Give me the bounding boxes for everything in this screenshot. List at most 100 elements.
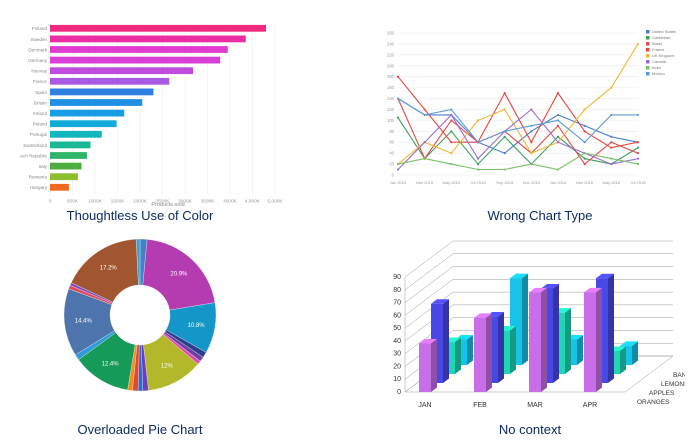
hbar-category-label: Denmark bbox=[28, 47, 47, 52]
line-legend-swatch bbox=[646, 54, 650, 58]
horizontal-bar-chart: Finland Sweden Denmark Germany Norway France S… bbox=[20, 23, 283, 208]
line-point bbox=[610, 157, 613, 160]
bar3d-bar-side bbox=[522, 273, 528, 365]
line-point bbox=[423, 141, 426, 144]
line-point bbox=[530, 141, 533, 144]
line-point bbox=[450, 141, 453, 144]
hbar-bar bbox=[50, 67, 194, 75]
line-point bbox=[556, 141, 560, 144]
line-series-path bbox=[397, 152, 639, 171]
hbar-category-label: Poland bbox=[33, 122, 48, 127]
bar3d-gridline bbox=[404, 240, 673, 278]
line-legend-label: Caribbean bbox=[652, 35, 670, 40]
bar3d-depth-labels: ORANGES APPLES LEMONS BANANAS bbox=[637, 372, 685, 406]
line-y-tick-label: 40 bbox=[389, 151, 394, 156]
hbar-x-tick-label: 3500K bbox=[201, 199, 216, 205]
hbar-category-label: Sweden bbox=[30, 37, 47, 42]
hbar-bars bbox=[50, 24, 266, 191]
hbar-x-tick-label: 500K bbox=[67, 199, 79, 205]
hbar-bar bbox=[50, 56, 221, 64]
line-point bbox=[503, 108, 506, 111]
donut-slice-label: 12% bbox=[161, 363, 174, 369]
line-point bbox=[503, 168, 506, 171]
line-y-ticks: 0 20 40 60 80 100 120 140 160 180 200 220 240 260 bbox=[387, 31, 395, 178]
line-legend-swatch bbox=[646, 30, 650, 34]
line-legend-swatch bbox=[646, 72, 650, 76]
bar3d-y-tick-label: 80 bbox=[393, 287, 401, 294]
line-point bbox=[610, 162, 613, 166]
bar3d-bar-side bbox=[608, 273, 614, 383]
bar3d-bar-side bbox=[431, 338, 437, 392]
hbar-x-axis-label: Products sold bbox=[151, 202, 184, 208]
line-legend-label: UK Kingdom bbox=[652, 53, 675, 58]
caption-overloaded-pie: Overloaded Pie Chart bbox=[77, 422, 203, 437]
bar3d-depth-label: BANANAS bbox=[673, 372, 685, 379]
line-legend-swatch bbox=[646, 42, 650, 46]
line-point bbox=[583, 157, 586, 160]
bar3d-x-label: FEB bbox=[473, 402, 487, 409]
line-legend-swatch bbox=[646, 48, 650, 52]
line-point bbox=[610, 86, 613, 89]
line-point bbox=[556, 91, 560, 95]
hbar-category-label: Portugal bbox=[30, 132, 47, 137]
line-series-path bbox=[397, 76, 639, 149]
bar3d-bar-top bbox=[431, 299, 449, 304]
bar3d-bar-side bbox=[455, 337, 461, 374]
bar3d-bar-side bbox=[443, 299, 449, 383]
line-y-tick-label: 180 bbox=[387, 74, 395, 79]
line-point bbox=[450, 119, 453, 122]
line-point bbox=[396, 162, 400, 166]
line-x-tick-label: Jul 2016 bbox=[630, 180, 646, 185]
hbar-bar bbox=[50, 99, 143, 106]
line-point bbox=[450, 108, 453, 111]
donut-slice-label: 17.2% bbox=[100, 266, 118, 272]
line-point bbox=[503, 130, 506, 133]
hbar-bar bbox=[50, 88, 154, 96]
bar3d-bar-top bbox=[620, 341, 638, 346]
line-y-tick-label: 200 bbox=[387, 63, 395, 68]
bar3d-bar-side bbox=[565, 308, 571, 374]
bar3d-bar-top bbox=[510, 273, 528, 279]
line-point bbox=[556, 124, 560, 127]
line-y-tick-label: 20 bbox=[389, 162, 394, 167]
hbar-bar bbox=[50, 77, 170, 85]
bar3d-bar-top bbox=[541, 283, 559, 289]
line-point bbox=[396, 116, 400, 119]
bar3d-bar-top bbox=[584, 287, 602, 293]
line-legend-swatch bbox=[646, 66, 650, 70]
line-y-tick-label: 220 bbox=[387, 52, 395, 57]
hbar-category-label: Hungary bbox=[30, 185, 48, 190]
line-legend-label: France bbox=[652, 47, 665, 52]
bar3d-x-labels: JAN FEB MAR APR bbox=[418, 402, 597, 409]
hbar-bar bbox=[50, 141, 91, 149]
line-grid bbox=[398, 32, 638, 176]
bar3d-bar-side bbox=[467, 334, 473, 365]
line-x-tick-label: Jan 2015 bbox=[390, 180, 407, 185]
line-point bbox=[636, 152, 640, 155]
caption-wrong-chart-type: Wrong Chart Type bbox=[487, 208, 593, 223]
line-point bbox=[396, 97, 400, 100]
line-y-tick-label: 0 bbox=[392, 173, 395, 178]
bar3d-bar-side bbox=[620, 346, 626, 374]
hbar-bar bbox=[50, 120, 117, 128]
bar3d-bar-front bbox=[419, 343, 431, 392]
line-point bbox=[556, 119, 560, 122]
line-point bbox=[583, 130, 586, 133]
line-point bbox=[450, 130, 453, 133]
hbar-category-label: Britain bbox=[34, 100, 47, 105]
donut-slice-label: 20.9% bbox=[170, 271, 188, 277]
line-point bbox=[610, 113, 613, 117]
hbar-bar bbox=[50, 162, 82, 170]
bar3d-y-tick-label: 60 bbox=[393, 312, 401, 319]
hbar-x-tick-label: 2000K bbox=[133, 199, 148, 205]
line-point bbox=[583, 141, 586, 144]
hbar-x-tick-label: 1500K bbox=[111, 199, 126, 205]
bar3d-chart: 0 10 20 30 40 50 60 70 80 90 JAN FEB MAR APR ORANGES… bbox=[393, 240, 685, 409]
line-y-tick-label: 260 bbox=[387, 31, 395, 36]
line-series-path bbox=[397, 43, 639, 165]
hbar-bar bbox=[50, 46, 228, 53]
line-point bbox=[396, 168, 400, 171]
hbar-category-label: Ireland bbox=[33, 111, 47, 116]
hbar-x-tick-label: 3000K bbox=[178, 199, 193, 205]
bar3d-x-label: JAN bbox=[418, 402, 431, 409]
